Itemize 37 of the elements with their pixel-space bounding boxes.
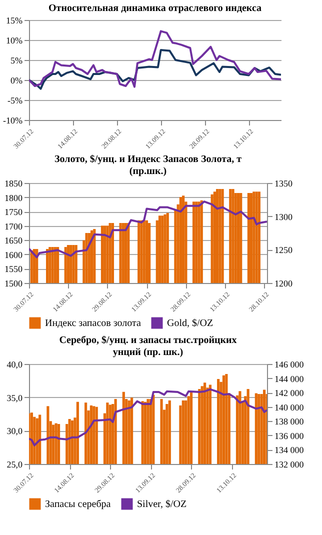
legend-label: Silver, $/OZ [137, 499, 187, 510]
y2-tick-label: 144 000 [274, 374, 304, 384]
y2-tick-label: 1350 [274, 178, 293, 188]
y2-tick-label: 142 000 [274, 388, 304, 398]
y-tick-label: 1600 [4, 250, 23, 260]
y-tick-label: 1650 [4, 236, 23, 246]
y-tick-label: 15% [6, 16, 23, 26]
chart-title: Относительная динамика отраслевого индекса [48, 3, 262, 14]
y2-tick-label: 146 000 [274, 360, 304, 370]
y-tick-label: 40,0 [6, 360, 23, 370]
y2-tick-label: 1300 [274, 212, 293, 222]
y-tick-label: 1750 [4, 207, 23, 218]
legend-label: Gold, $/OZ [167, 318, 214, 329]
legend-label: Запасы серебра [45, 499, 112, 510]
y-tick-label: 10% [6, 36, 23, 46]
y2-tick-label: 1250 [274, 245, 293, 256]
y-tick-label: 25,0 [6, 460, 23, 470]
y2-tick-label: 140 000 [274, 402, 304, 412]
y-tick-label: 1550 [4, 264, 23, 274]
y-tick-label: 0% [10, 76, 23, 86]
y2-tick-label: 1200 [274, 278, 293, 288]
y-tick-label: 5% [10, 56, 23, 66]
legend-label: Индекс запасов золота [45, 318, 142, 329]
y-tick-label: 1850 [4, 178, 23, 188]
y-tick-label: 1700 [4, 221, 23, 232]
chart-title: Золото, $/унц. и Индекс Запасов Золота, т (пр.шк.) [54, 154, 242, 177]
y-tick-label: -5% [8, 96, 23, 106]
y-tick-label: 1500 [4, 278, 23, 288]
y-tick-label: -10% [3, 116, 23, 126]
y-tick-label: 35,0 [6, 392, 23, 403]
y2-tick-label: 138 000 [274, 416, 304, 427]
y2-tick-label: 132 000 [274, 460, 304, 470]
y-tick-label: 1800 [4, 192, 23, 203]
y2-tick-label: 136 000 [274, 430, 304, 441]
y2-tick-label: 134 000 [274, 445, 304, 456]
y-tick-label: 30,0 [6, 426, 23, 436]
chart-title: Серебро, $/унц. и запасы тыс.тройцких унций (пр. шк.) [59, 335, 237, 358]
